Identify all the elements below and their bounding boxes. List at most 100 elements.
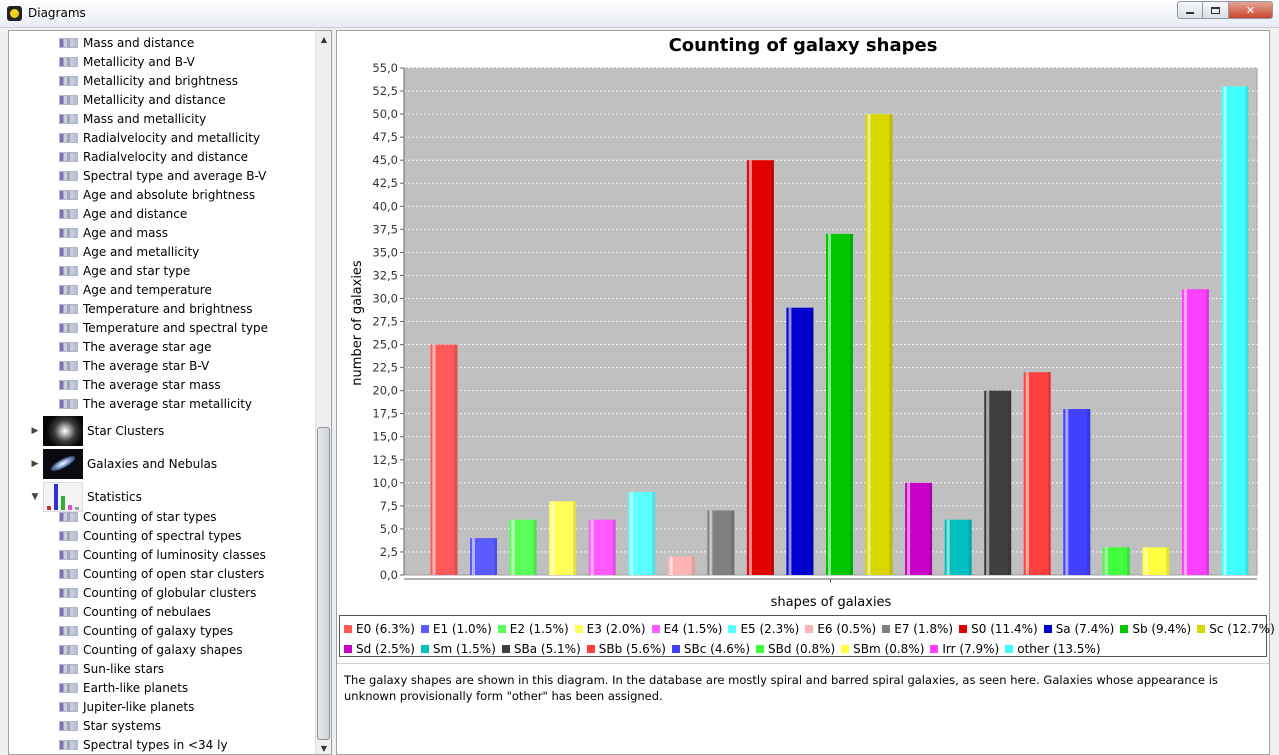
tree-item[interactable]: Mass and distance — [59, 33, 194, 52]
legend-swatch — [841, 645, 850, 653]
tree-item[interactable]: Temperature and brightness — [59, 299, 253, 318]
legend-entry: E7 (1.8%) — [882, 622, 953, 636]
bar — [549, 501, 577, 575]
galaxy-thumbnail-icon — [43, 449, 83, 479]
tree-item[interactable]: The average star age — [59, 337, 211, 356]
bar — [1023, 372, 1051, 575]
minimize-button[interactable] — [1177, 1, 1203, 19]
y-tick-label: 32,5 — [372, 268, 398, 282]
tree-item[interactable]: Counting of open star clusters — [59, 564, 264, 583]
legend-swatch — [1005, 645, 1014, 653]
diagram-icon — [59, 587, 78, 598]
y-tick-label: 30,0 — [372, 291, 398, 305]
bar-shade — [731, 510, 735, 575]
tree-item[interactable]: Spectral type and average B-V — [59, 166, 266, 185]
tree-item[interactable]: Age and mass — [59, 223, 168, 242]
legend-swatch — [497, 625, 506, 633]
bar — [1221, 86, 1249, 575]
expand-icon[interactable]: ▶ — [31, 459, 39, 469]
tree-item[interactable]: Star systems — [59, 716, 161, 735]
legend-entry: SBb (5.6%) — [586, 642, 666, 656]
bar — [905, 482, 933, 575]
scroll-down-arrow-icon[interactable]: ▼ — [320, 743, 328, 753]
expand-icon[interactable]: ▶ — [31, 426, 39, 436]
diagram-tree[interactable]: Mass and distance Metallicity and B-V Meta… — [8, 30, 332, 755]
tree-group-galaxy[interactable]: ▶ Galaxies and Nebulas — [29, 448, 217, 480]
maximize-button[interactable] — [1203, 1, 1229, 19]
tree-item[interactable]: Age and star type — [59, 261, 190, 280]
tree-item[interactable]: Counting of star types — [59, 507, 217, 526]
minimize-icon — [1186, 12, 1194, 14]
tree-group-statistics[interactable]: ▼ Statistics — [29, 481, 142, 513]
tree-item[interactable]: Counting of galaxy shapes — [59, 640, 243, 659]
legend-entry: E3 (2.0%) — [574, 622, 646, 636]
diagram-icon — [59, 739, 78, 750]
legend-row: Sd (2.5%) Sm (1.5%) SBa (5.1%) SBb (5.6%) SB… — [344, 639, 1266, 659]
y-tick-label: 5,0 — [380, 522, 398, 536]
diagram-icon — [59, 644, 78, 655]
legend-label: E3 (2.0%) — [586, 622, 646, 636]
tree-item[interactable]: Age and distance — [59, 204, 187, 223]
legend-entry: Irr (7.9%) — [930, 642, 999, 656]
bar-highlight — [1144, 547, 1148, 575]
legend-row: E0 (6.3%) E1 (1.0%) E2 (1.5%) E3 (2.0%) E4 (… — [344, 619, 1275, 639]
diagram-panel: Counting of galaxy shapes number of gala… — [336, 30, 1275, 755]
tree-item[interactable]: Jupiter-like planets — [59, 697, 194, 716]
legend-label: Sa (7.4%) — [1055, 622, 1115, 636]
tree-item[interactable]: Spectral types in <34 ly — [59, 735, 228, 754]
legend-entry: Sb (9.4%) — [1120, 622, 1191, 636]
tree-item[interactable]: Radialvelocity and distance — [59, 147, 248, 166]
legend-swatch — [1120, 625, 1129, 633]
tree-item[interactable]: Counting of globular clusters — [59, 583, 256, 602]
tree-item[interactable]: Age and absolute brightness — [59, 185, 255, 204]
diagram-icon — [59, 284, 78, 295]
tree-item[interactable]: Counting of spectral types — [59, 526, 241, 545]
tree-scrollbar[interactable]: ▲ ▼ — [315, 31, 331, 754]
tree-item[interactable]: Age and metallicity — [59, 242, 199, 261]
diagram-icon — [59, 151, 78, 162]
y-tick-label: 12,5 — [372, 453, 398, 467]
tree-item-label: Mass and distance — [83, 35, 195, 50]
close-button[interactable]: ✕ — [1229, 1, 1273, 19]
legend-entry: Sm (1.5%) — [420, 642, 496, 656]
tree-item[interactable]: Counting of nebulaes — [59, 602, 211, 621]
tree-item[interactable]: Metallicity and distance — [59, 90, 226, 109]
tree-item-label: Counting of globular clusters — [83, 585, 257, 600]
legend-label: Sm (1.5%) — [432, 642, 496, 656]
tree-item[interactable]: Radialvelocity and metallicity — [59, 128, 260, 147]
legend-label: E0 (6.3%) — [356, 622, 415, 636]
tree-item[interactable]: Mass and metallicity — [59, 109, 206, 128]
bar-shade — [1245, 86, 1249, 575]
tree-item[interactable]: Counting of galaxy types — [59, 621, 233, 640]
legend-swatch — [574, 625, 583, 633]
bar-highlight — [1183, 289, 1187, 575]
legend-swatch — [420, 625, 429, 633]
legend-label: SBb (5.6%) — [598, 642, 666, 656]
legend-label: E6 (0.5%) — [817, 622, 877, 636]
tree-item-label: Mass and metallicity — [83, 111, 207, 126]
scroll-up-arrow-icon[interactable]: ▲ — [320, 34, 328, 44]
tree-item[interactable]: Earth-like planets — [59, 678, 188, 697]
y-tick-label: 35,0 — [372, 245, 398, 259]
tree-item-label: Radialvelocity and metallicity — [83, 130, 261, 145]
y-tick-label: 37,5 — [372, 222, 398, 236]
tree-item[interactable]: Metallicity and B-V — [59, 52, 195, 71]
tree-item[interactable]: Temperature and spectral type — [59, 318, 268, 337]
tree-group-star-cluster[interactable]: ▶ Star Clusters — [29, 415, 164, 447]
tree-item[interactable]: Counting of luminosity classes — [59, 545, 266, 564]
diagram-icon — [59, 606, 78, 617]
bar-highlight — [432, 344, 436, 575]
legend-entry: SBd (0.8%) — [756, 642, 835, 656]
collapse-icon[interactable]: ▼ — [31, 492, 39, 502]
tree-item[interactable]: Age and temperature — [59, 280, 212, 299]
tree-item[interactable]: The average star metallicity — [59, 394, 252, 413]
scrollbar-thumb[interactable] — [317, 427, 330, 740]
legend-entry: other (13.5%) — [1005, 642, 1101, 656]
tree-item[interactable]: Sun-like stars — [59, 659, 164, 678]
tree-item[interactable]: The average star mass — [59, 375, 221, 394]
tree-item[interactable]: Metallicity and brightness — [59, 71, 238, 90]
bar — [667, 556, 695, 575]
tree-item-label: Counting of galaxy types — [83, 623, 234, 638]
tree-item[interactable]: The average star B-V — [59, 356, 209, 375]
diagram-icon — [59, 360, 78, 371]
